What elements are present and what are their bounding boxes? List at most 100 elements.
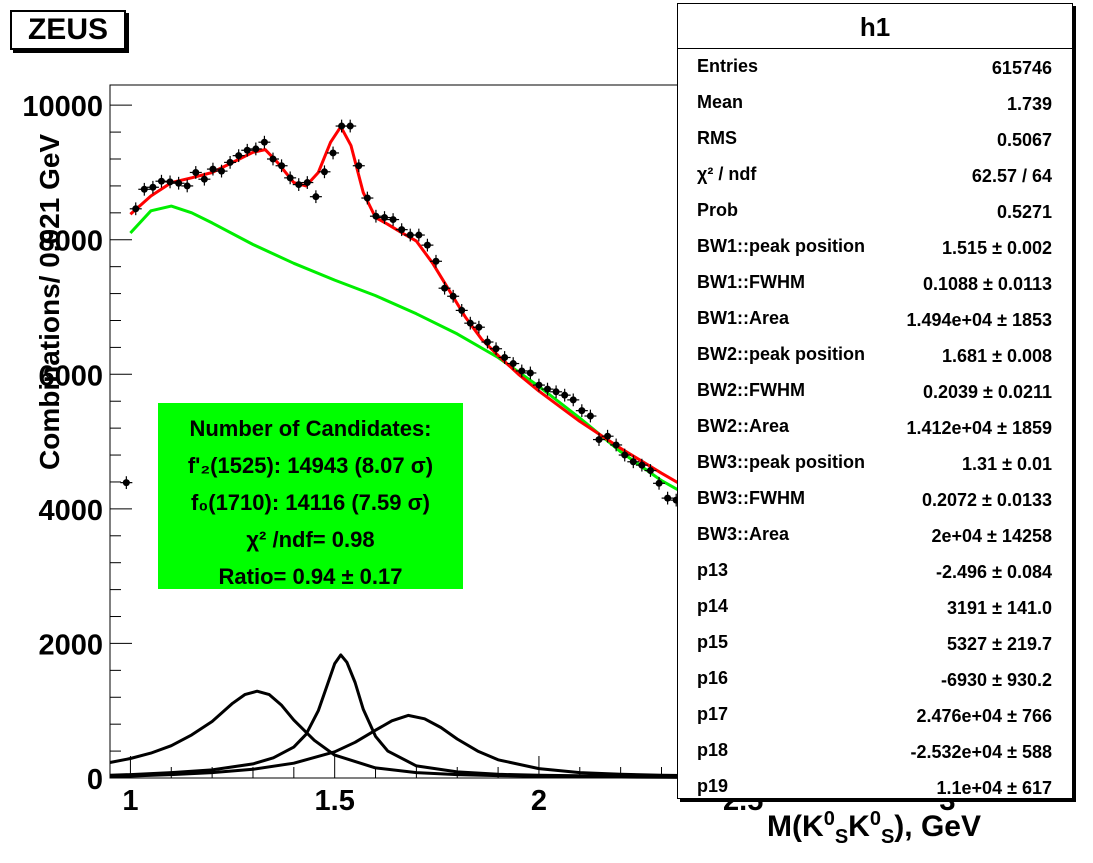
stats-row: Prob 0.5271 (678, 193, 1072, 229)
stats-key: Entries (697, 56, 759, 76)
data-point (344, 119, 357, 133)
stats-value: 1.494e+04 ± 1853 (906, 310, 1052, 330)
stats-row: Entries 615746 (678, 49, 1072, 85)
y-tick-label: 2000 (38, 629, 103, 661)
stats-row: BW3::Area 2e+04 ± 14258 (678, 517, 1072, 553)
data-point (575, 404, 588, 418)
data-point (301, 176, 314, 189)
data-point (447, 289, 460, 303)
stats-row: BW3::FWHM 0.2072 ± 0.0133 (678, 481, 1072, 517)
data-point (129, 202, 142, 216)
data-point (567, 393, 580, 407)
stats-key: BW3::peak position (697, 452, 866, 472)
data-points (120, 119, 683, 507)
data-point (412, 228, 425, 242)
stats-row: p17 2.476e+04 ± 766 (678, 697, 1072, 733)
data-point (309, 190, 322, 204)
data-point (584, 409, 597, 423)
data-point (532, 378, 545, 392)
data-point (361, 191, 374, 205)
stats-key: p13 (697, 560, 729, 580)
stats-value: 1.739 (1006, 94, 1052, 114)
stats-key: p15 (697, 632, 729, 652)
data-point (481, 335, 494, 349)
data-point (592, 433, 605, 446)
stats-row: p14 3191 ± 141.0 (678, 589, 1072, 625)
data-point (258, 135, 271, 149)
data-point (524, 366, 537, 380)
data-point (284, 171, 297, 185)
data-point (327, 146, 340, 160)
data-point (635, 458, 648, 472)
stats-row: p16 -6930 ± 930.2 (678, 661, 1072, 697)
data-point (661, 491, 674, 505)
y-tick-label: 8000 (38, 226, 103, 258)
stats-value: 2e+04 ± 14258 (931, 526, 1053, 546)
stats-value: 0.2072 ± 0.0133 (922, 490, 1052, 510)
y-tick-label: 4000 (38, 495, 103, 527)
f2-candidates: f'₂(1525): 14943 (8.07 σ) (187, 453, 434, 478)
data-point (232, 149, 245, 163)
stats-row: BW1::peak position 1.515 ± 0.002 (678, 229, 1072, 265)
resonance-curve (109, 653, 744, 779)
data-point (224, 155, 237, 169)
stats-row: p19 1.1e+04 ± 617 (678, 769, 1072, 805)
candidates-heading: Number of Candidates: (189, 416, 432, 441)
stats-key: BW2::peak position (697, 344, 866, 364)
stats-key: p16 (697, 668, 729, 688)
stats-row: BW2::FWHM 0.2039 ± 0.0211 (678, 373, 1072, 409)
data-point (558, 388, 571, 402)
stats-value: 0.5271 (996, 202, 1052, 222)
stats-row: p15 5327 ± 219.7 (678, 625, 1072, 661)
data-point (618, 448, 631, 462)
data-point (352, 159, 365, 173)
candidates-box: Number of Candidates: f'₂(1525): 14943 (… (158, 403, 463, 589)
stats-value: 0.5067 (996, 130, 1052, 150)
data-point (138, 182, 151, 196)
data-point (241, 143, 254, 157)
stats-row: p18 -2.532e+04 ± 588 (678, 733, 1072, 769)
data-point (429, 254, 442, 268)
x-axis-label: M(K0SK0S), GeV (767, 808, 981, 848)
resonance-curve (109, 689, 744, 780)
y-tick-label: 0 (87, 764, 103, 796)
stats-key: p17 (697, 704, 729, 724)
f0-candidates: f₀(1710): 14116 (7.59 σ) (191, 490, 430, 515)
stats-key: BW1::peak position (697, 236, 866, 256)
stats-value: 1.515 ± 0.002 (942, 238, 1052, 258)
data-point (189, 166, 202, 179)
stats-value: -2.496 ± 0.084 (936, 562, 1052, 582)
data-point (541, 382, 554, 396)
data-point (601, 429, 614, 443)
stats-key: χ² / ndf (697, 164, 757, 184)
stats-value: -2.532e+04 ± 588 (910, 742, 1053, 762)
stats-row: BW3::peak position 1.31 ± 0.01 (678, 445, 1072, 481)
data-point (644, 464, 657, 477)
stats-key: BW1::FWHM (697, 272, 805, 292)
stats-key: BW3::Area (697, 524, 790, 544)
stats-value: 5327 ± 219.7 (947, 634, 1052, 654)
stats-value: 62.57 / 64 (971, 166, 1052, 186)
data-point (464, 316, 477, 330)
stats-box: h1 Entries 615746 Mean 1.739 RMS 0.5067 χ² / n… (677, 3, 1073, 799)
data-point (455, 304, 468, 317)
data-point (507, 357, 520, 370)
stats-title: h1 (678, 4, 1072, 49)
chi2-ndf-label: χ² /ndf= 0.98 (246, 527, 375, 552)
data-point (490, 342, 503, 356)
stats-row: BW2::peak position 1.681 ± 0.008 (678, 337, 1072, 373)
data-point (515, 364, 528, 378)
stats-row: p13 -2.496 ± 0.084 (678, 553, 1072, 589)
data-point (275, 159, 288, 173)
data-point (610, 438, 623, 452)
data-point (206, 162, 219, 176)
stats-value: -6930 ± 930.2 (941, 670, 1052, 690)
x-tick-label: 1 (122, 785, 138, 817)
resonance-curve (109, 713, 1071, 779)
experiment-label: ZEUS (10, 10, 126, 50)
stats-rows: Entries 615746 Mean 1.739 RMS 0.5067 χ² / ndf 6… (678, 49, 1072, 805)
stats-value: 3191 ± 141.0 (947, 598, 1052, 618)
y-tick-label: 6000 (38, 360, 103, 392)
